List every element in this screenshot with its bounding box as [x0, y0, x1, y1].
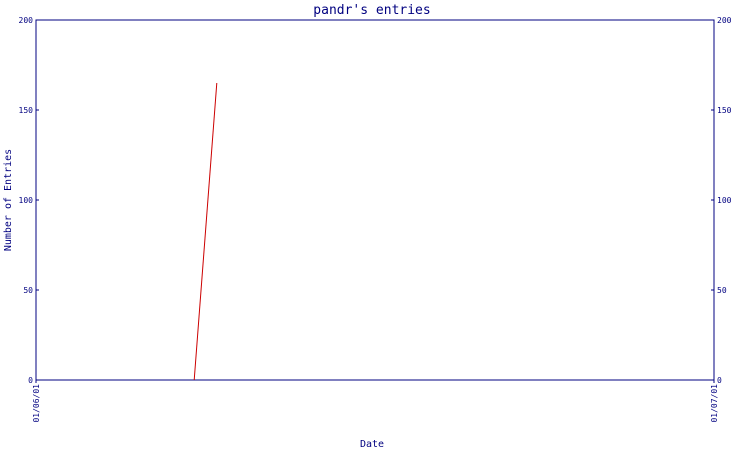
right-y-axis: 0 50 100 150 200 — [711, 16, 732, 385]
x-axis-title: Date — [360, 439, 384, 450]
y-tick-label-left: 0 — [28, 376, 33, 385]
series-line — [193, 82, 218, 381]
y-tick-label-right: 50 — [717, 286, 727, 295]
y-tick-label-right: 100 — [717, 196, 732, 205]
x-axis: 01/06/01 01/07/01 — [32, 380, 719, 423]
y-tick-label-left: 200 — [19, 16, 34, 25]
chart-title: pandr's entries — [313, 3, 430, 18]
y-tick-label-right: 150 — [717, 106, 732, 115]
y-tick-label-left: 50 — [23, 286, 33, 295]
left-y-axis: 0 50 100 150 200 — [19, 16, 39, 385]
y-axis-title: Number of Entries — [3, 149, 14, 251]
y-tick-label-left: 150 — [19, 106, 34, 115]
plot-frame — [35, 19, 715, 381]
x-tick-label: 01/07/01 — [710, 384, 719, 423]
y-tick-label-left: 100 — [19, 196, 34, 205]
series-layer — [193, 82, 218, 381]
y-tick-label-right: 200 — [717, 16, 732, 25]
x-tick-label: 01/06/01 — [32, 384, 41, 423]
y-tick-label-right: 0 — [717, 376, 722, 385]
